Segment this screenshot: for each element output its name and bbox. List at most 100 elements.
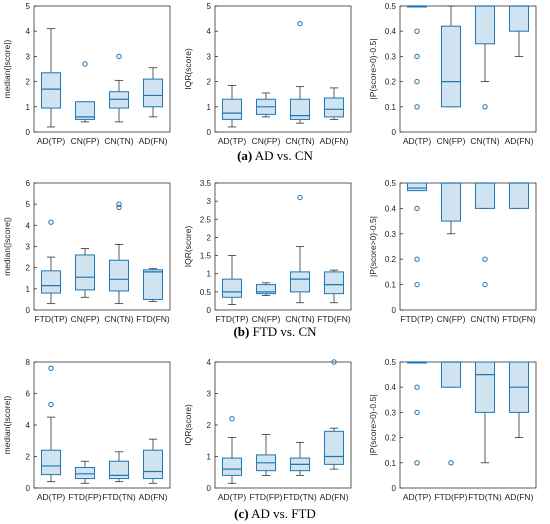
box-plot-panel-3: 0 0.1 0.2 0.3 0.4 0.5 |P(score>0)-0.5| AD(TP) CN… [368, 2, 537, 146]
x-tick-label: FTD(TN) [102, 492, 136, 502]
y-axis-label: median(|score|) [2, 217, 12, 276]
y-tick-label: 0 [26, 128, 31, 137]
x-tick-label: AD(TP) [37, 136, 66, 146]
outlier-point [482, 104, 488, 110]
box-FTD(FN): FTD(FN) [317, 269, 351, 324]
x-tick-label: AD(TP) [403, 492, 432, 502]
x-tick-label: FTD(FN) [502, 314, 536, 324]
y-tick-label: 0.5 [385, 358, 397, 367]
x-tick-label: FTD(TP) [34, 314, 67, 324]
caption-c: (c) AD vs. FTD [0, 506, 550, 522]
outlier-point [331, 359, 337, 365]
plot-frame [399, 361, 537, 489]
plot-frame [214, 5, 352, 133]
iqr-box [221, 98, 243, 120]
iqr-box [221, 278, 243, 298]
plot-frame [399, 182, 537, 311]
outlier-point [414, 460, 420, 466]
iqr-box [289, 98, 311, 120]
outlier-point [116, 204, 122, 211]
y-tick-label: 3 [26, 243, 31, 252]
y-tick-label: 2 [26, 78, 31, 87]
box-CN(TN): CN(TN) [104, 201, 134, 324]
iqr-box [474, 182, 496, 209]
box-CN(FP): CN(FP) [252, 282, 281, 324]
x-tick-label: AD(FN) [505, 492, 534, 502]
box-CN(TN): CN(TN) [285, 194, 315, 324]
x-tick-label: CN(FP) [252, 136, 281, 146]
box-FTD(FP): FTD(FP) [249, 434, 283, 502]
x-tick-label: CN(TN) [104, 314, 133, 324]
box-FTD(FN): FTD(FN) [136, 268, 170, 324]
x-tick-label: FTD(TP) [400, 314, 433, 324]
box-AD(FN): AD(FN) [139, 67, 168, 146]
x-tick-label: FTD(TP) [215, 314, 248, 324]
box-plot-panel-5: 0 0.5 1 1.5 2 2.5 3 3.5 IQR(score) FTD(TP) CN(FP) C… [183, 179, 352, 324]
x-tick-label: AD(FN) [320, 136, 349, 146]
y-tick-label: 4 [26, 421, 31, 430]
box-plot-panel-4: 0 1 2 3 4 5 6 median(|score|) FTD(TP) CN(FP) CN(TN… [2, 179, 171, 324]
iqr-box [255, 284, 277, 295]
iqr-box [74, 101, 96, 120]
box-plot-panel-1: 0 1 2 3 4 5 median(|score|) AD(TP) CN(FP) CN(TN) A… [2, 2, 171, 146]
outlier-point [414, 53, 420, 60]
y-axis-label: |P(score>0)-0.5| [368, 216, 378, 277]
box-AD(TP): AD(TP) [403, 5, 431, 146]
box-plot-panel-2: 0 1 2 3 4 5 IQR(score) AD(TP) CN(FP) CN(TN) AD(FN) [183, 2, 352, 146]
x-tick-label: FTD(TN) [283, 492, 317, 502]
y-tick-label: 4 [207, 358, 212, 367]
y-tick-label: 0.1 [385, 459, 397, 468]
y-tick-label: 0.4 [385, 383, 397, 392]
y-tick-label: 0.4 [385, 27, 397, 36]
box-plot-panel-7: 0 2 4 6 8 median(|score|) AD(TP) FTD(FP) FTD(TN)… [2, 358, 171, 502]
y-tick-label: 0 [26, 484, 31, 493]
box-CN(FP): CN(FP) [71, 248, 100, 324]
y-tick-label: 0.2 [385, 434, 397, 443]
box-AD(TP): AD(TP) [37, 365, 66, 502]
x-tick-label: AD(TP) [218, 136, 247, 146]
box-plot-panel-6: 0 0.1 0.2 0.3 0.4 0.5 |P(score>0)-0.5| FTD(TP) C… [368, 179, 537, 324]
outlier-point [414, 78, 420, 85]
x-tick-label: FTD(FP) [249, 492, 282, 502]
outlier-point [448, 460, 454, 466]
caption-c-tag: (c) [234, 506, 249, 521]
y-tick-label: 2 [26, 453, 31, 462]
iqr-box [508, 182, 530, 209]
box-AD(FN): AD(FN) [505, 361, 534, 502]
iqr-box [74, 254, 96, 291]
y-tick-label: 6 [26, 179, 31, 188]
x-tick-label: FTD(FN) [317, 314, 351, 324]
y-tick-label: 6 [26, 390, 31, 399]
iqr-box [289, 271, 311, 293]
outlier-point [48, 219, 54, 225]
x-tick-label: FTD(FN) [136, 314, 170, 324]
iqr-box [108, 91, 130, 109]
y-tick-label: 0 [392, 484, 397, 493]
iqr-box [40, 270, 62, 294]
box-FTD(TP): FTD(TP) [215, 255, 249, 324]
y-tick-label: 3.5 [200, 179, 212, 188]
y-tick-label: 5 [26, 200, 31, 209]
y-tick-label: 0.3 [385, 52, 397, 61]
outlier-point [414, 256, 420, 262]
y-tick-label: 0 [392, 128, 397, 137]
x-tick-label: AD(FN) [320, 492, 349, 502]
y-tick-label: 0.5 [385, 2, 397, 11]
x-tick-label: FTD(FP) [434, 492, 467, 502]
iqr-box [40, 72, 62, 109]
x-tick-label: FTD(FP) [68, 492, 101, 502]
y-tick-label: 2 [26, 264, 31, 273]
y-tick-label: 5 [26, 2, 31, 11]
y-tick-label: 4 [207, 27, 212, 36]
outlier-point [116, 201, 122, 207]
box-CN(FP): CN(FP) [252, 92, 281, 146]
box-CN(TN): CN(TN) [470, 182, 500, 324]
box-CN(FP): CN(FP) [437, 5, 466, 146]
plot-frame [33, 5, 171, 133]
x-tick-label: AD(TP) [37, 492, 66, 502]
box-FTD(TP): FTD(TP) [400, 182, 434, 324]
iqr-box [440, 182, 462, 222]
x-tick-label: CN(FP) [252, 314, 281, 324]
y-axis-label: median(|score|) [2, 39, 12, 98]
